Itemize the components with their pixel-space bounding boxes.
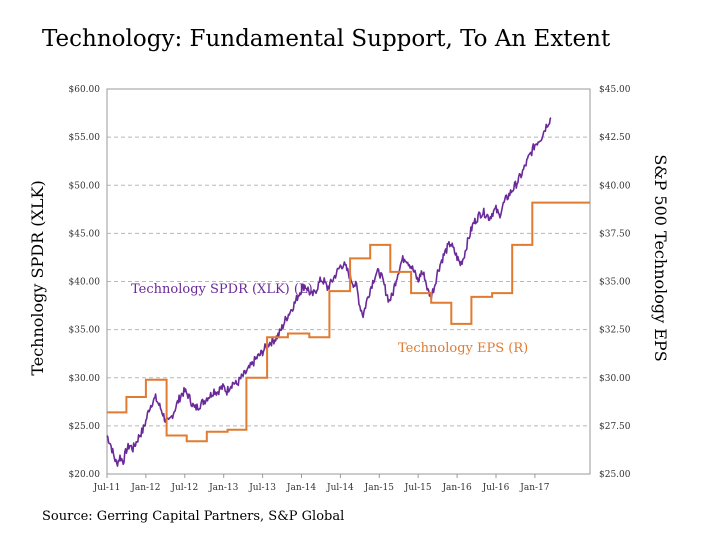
left-axis-ticks: $20.00 $25.00 $30.00 $35.00 $40.00 $45.00 $50.… bbox=[69, 85, 101, 480]
right-tick-label: $32.50 bbox=[599, 326, 631, 336]
series bbox=[106, 117, 590, 467]
x-tick-label: Jul-14 bbox=[326, 483, 354, 493]
left-tick-label: $20.00 bbox=[69, 470, 101, 480]
right-tick-label: $42.50 bbox=[599, 133, 631, 143]
left-tick-label: $55.00 bbox=[69, 133, 101, 143]
left-tick-label: $45.00 bbox=[69, 229, 101, 239]
left-tick-label: $40.00 bbox=[69, 278, 101, 288]
x-tick-label: Jan-16 bbox=[441, 483, 472, 493]
right-axis-ticks: $25.00 $27.50 $30.00 $32.50 $35.00 $37.50 $40.… bbox=[599, 85, 631, 480]
left-tick-label: $25.00 bbox=[69, 422, 101, 432]
left-tick-label: $50.00 bbox=[69, 181, 101, 191]
left-tick-label: $35.00 bbox=[69, 326, 101, 336]
plot-border bbox=[106, 88, 591, 475]
source-note: Source: Gerring Capital Partners, S&P Gl… bbox=[42, 509, 345, 524]
left-axis-title: Technology SPDR (XLK) bbox=[28, 180, 47, 375]
xlk-price-line bbox=[106, 117, 552, 467]
right-tick-label: $40.00 bbox=[599, 181, 631, 191]
right-axis-title: S&P 500 Technology EPS bbox=[651, 154, 670, 361]
x-tick-label: Jan-12 bbox=[130, 483, 160, 493]
left-tick-label: $60.00 bbox=[69, 85, 101, 95]
x-tick-label: Jul-12 bbox=[170, 483, 198, 493]
x-tick-label: Jul-16 bbox=[482, 483, 510, 493]
x-tick-label: Jan-15 bbox=[364, 483, 395, 493]
eps-series-label: Technology EPS (R) bbox=[398, 341, 528, 356]
left-tick-label: $30.00 bbox=[69, 374, 101, 384]
x-tick-label: Jan-13 bbox=[208, 483, 239, 493]
x-tick-label: Jul-15 bbox=[404, 483, 432, 493]
right-tick-label: $30.00 bbox=[599, 374, 631, 384]
right-tick-label: $35.00 bbox=[599, 278, 631, 288]
right-tick-label: $25.00 bbox=[599, 470, 631, 480]
right-tick-label: $37.50 bbox=[599, 229, 631, 239]
plot-frame bbox=[106, 88, 591, 475]
x-axis-ticks: Jul-11 Jan-12 Jul-12 Jan-13 Jul-13 Jan-14 Jul-… bbox=[93, 474, 550, 493]
x-tick-label: Jan-17 bbox=[519, 483, 550, 493]
x-tick-label: Jul-11 bbox=[93, 483, 121, 493]
chart-title: Technology: Fundamental Support, To An E… bbox=[42, 26, 611, 52]
x-tick-label: Jan-14 bbox=[286, 483, 317, 493]
eps-step-line bbox=[107, 201, 590, 443]
xlk-series-label: Technology SPDR (XLK) (L) bbox=[131, 282, 313, 297]
right-tick-label: $45.00 bbox=[599, 85, 631, 95]
gridlines bbox=[107, 136, 590, 427]
right-tick-label: $27.50 bbox=[599, 422, 631, 432]
x-tick-label: Jul-13 bbox=[248, 483, 276, 493]
